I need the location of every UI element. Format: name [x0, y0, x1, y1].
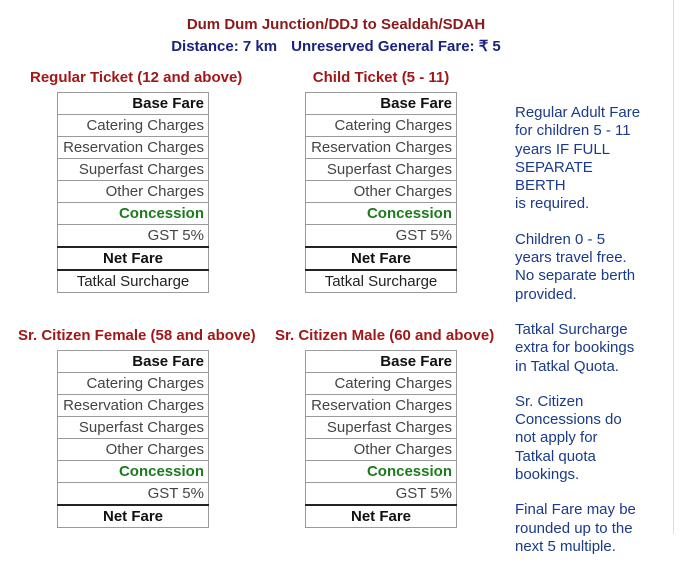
- note-tatkal-surcharge: Tatkal Surcharge extra for bookings in Tat…: [515, 320, 635, 375]
- superfast-charges-cell: Superfast Charges: [57, 158, 209, 181]
- sr-citizen-male-title: Sr. Citizen Male (60 and above): [275, 327, 495, 344]
- route-title: Dum Dum Junction/DDJ to Sealdah/SDAH: [186, 16, 486, 33]
- other-charges-cell: Other Charges: [305, 180, 457, 203]
- catering-charges-cell: Catering Charges: [305, 372, 457, 395]
- distance-fare-line: Distance: 7 km Unreserved General Fare: ₹…: [0, 37, 672, 55]
- sr-citizen-male-table: Base Fare Catering Charges Reservation C…: [305, 350, 457, 528]
- note-final-fare-rounding: Final Fare may be rounded up to the next 5…: [515, 501, 636, 555]
- catering-charges-cell: Catering Charges: [57, 372, 209, 395]
- superfast-charges-cell: Superfast Charges: [305, 416, 457, 439]
- net-fare-cell: Net Fare: [57, 246, 209, 271]
- child-ticket-table: Base Fare Catering Charges Reservation C…: [305, 92, 457, 293]
- catering-charges-cell: Catering Charges: [305, 114, 457, 137]
- sr-citizen-female-title: Sr. Citizen Female (58 and above): [18, 327, 256, 344]
- note-sr-citizen-tatkal: Sr. Citizen Concessions do not apply for Ta…: [515, 392, 622, 484]
- concession-cell: Concession: [305, 202, 457, 225]
- gst-cell: GST 5%: [305, 482, 457, 506]
- superfast-charges-cell: Superfast Charges: [305, 158, 457, 181]
- net-fare-cell: Net Fare: [305, 246, 457, 271]
- superfast-charges-cell: Superfast Charges: [57, 416, 209, 439]
- catering-charges-cell: Catering Charges: [57, 114, 209, 137]
- gst-cell: GST 5%: [57, 224, 209, 248]
- concession-cell: Concession: [305, 460, 457, 483]
- other-charges-cell: Other Charges: [57, 438, 209, 461]
- distance-text: Distance: 7 km: [171, 38, 278, 55]
- gst-cell: GST 5%: [305, 224, 457, 248]
- base-fare-cell: Base Fare: [57, 350, 209, 373]
- regular-ticket-table: Base Fare Catering Charges Reservation C…: [57, 92, 209, 293]
- base-fare-cell: Base Fare: [57, 92, 209, 115]
- reservation-charges-cell: Reservation Charges: [57, 136, 209, 159]
- net-fare-cell: Net Fare: [57, 504, 209, 528]
- notes-column: Regular Adult Fare for children 5 - 11 yea…: [515, 104, 647, 573]
- other-charges-cell: Other Charges: [57, 180, 209, 203]
- sr-citizen-female-table: Base Fare Catering Charges Reservation C…: [57, 350, 209, 528]
- reservation-charges-cell: Reservation Charges: [305, 394, 457, 417]
- concession-cell: Concession: [57, 460, 209, 483]
- child-ticket-title: Child Ticket (5 - 11): [312, 69, 450, 86]
- net-fare-cell: Net Fare: [305, 504, 457, 528]
- tatkal-surcharge-cell: Tatkal Surcharge: [305, 269, 457, 293]
- base-fare-cell: Base Fare: [305, 92, 457, 115]
- tatkal-surcharge-cell: Tatkal Surcharge: [57, 269, 209, 293]
- reservation-charges-cell: Reservation Charges: [305, 136, 457, 159]
- reservation-charges-cell: Reservation Charges: [57, 394, 209, 417]
- page-right-border: [673, 0, 674, 534]
- unreserved-fare-text: Unreserved General Fare: ₹ 5: [291, 38, 501, 55]
- regular-ticket-title: Regular Ticket (12 and above): [30, 69, 243, 86]
- gst-cell: GST 5%: [57, 482, 209, 506]
- base-fare-cell: Base Fare: [305, 350, 457, 373]
- other-charges-cell: Other Charges: [305, 438, 457, 461]
- note-children-free: Children 0 - 5 years travel free. No separ…: [515, 230, 636, 303]
- note-child-full-berth: Regular Adult Fare for children 5 - 11 yea…: [515, 104, 641, 213]
- concession-cell: Concession: [57, 202, 209, 225]
